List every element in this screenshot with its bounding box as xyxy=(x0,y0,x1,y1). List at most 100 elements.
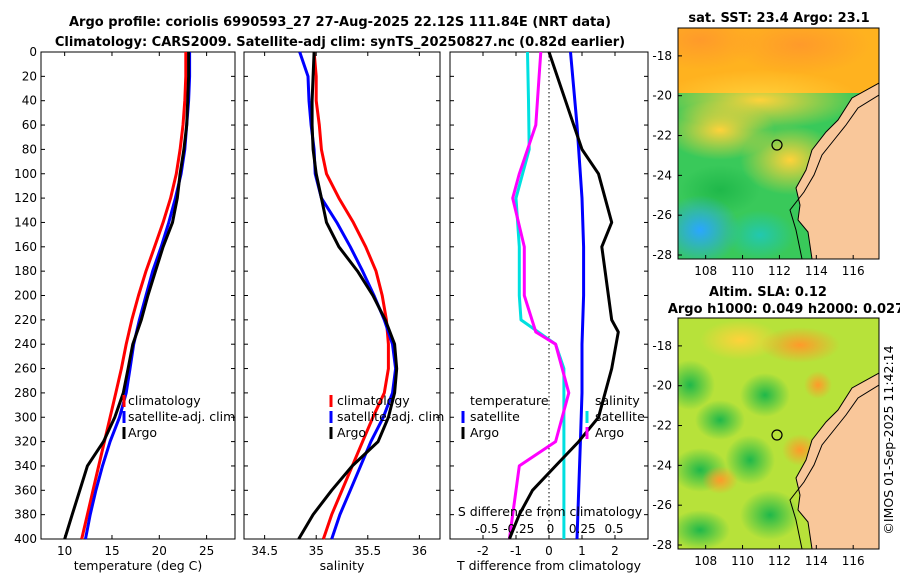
x-tick-label: 2 xyxy=(611,544,619,558)
map-x-tick-label: 116 xyxy=(842,264,865,278)
x-tick-label: 15 xyxy=(104,544,119,558)
map-y-tick-label: -24 xyxy=(652,458,672,472)
difference-ticks: -2 -1 0 1 2 -0.5 -0.25 0 0.25 0.5 xyxy=(450,51,648,558)
salinity-legend: climatology satellite-adj. clim Argo xyxy=(329,393,444,440)
x-tick-label: -1 xyxy=(510,544,522,558)
sst-cool-patch xyxy=(725,210,795,259)
map-y-tick-label: -22 xyxy=(652,419,672,433)
x-tick-label: 0 xyxy=(545,544,553,558)
salinity-panel: 34.5 35 35.5 36 salinity climatology satell… xyxy=(243,51,444,573)
imos-credit: ©IMOS 01-Sep-2025 11:42:14 xyxy=(881,345,896,534)
temperature-ticks: 10 15 20 25 0 20 40 60 80 100 120 140 160 180 200 220 24… xyxy=(14,45,235,558)
legend-satellite-label: satellite-adj. clim xyxy=(337,409,444,424)
salinity-series xyxy=(297,51,399,540)
x-tick-label: 36 xyxy=(412,544,427,558)
salinity-series-climatology xyxy=(312,51,390,540)
map-x-tick-label: 112 xyxy=(768,554,791,568)
salinity-xlabel: salinity xyxy=(320,558,365,573)
top-x-tick-label: 0.5 xyxy=(604,522,623,536)
legend-salinity-title: salinity xyxy=(595,393,640,408)
sla-low-patch xyxy=(725,435,775,485)
legend-t-argo-label: Argo xyxy=(470,425,499,440)
sst-warm-patch xyxy=(730,28,870,75)
sla-argo-location-marker xyxy=(771,429,783,441)
sst-map-panel: sat. SST: 23.4 Argo: 23.1 108 110 112 114 11… xyxy=(652,11,880,278)
y-tick-label: 260 xyxy=(14,362,37,376)
difference-series-salinity-satellite xyxy=(569,51,586,540)
temperature-legend: climatology satellite-adj. clim Argo xyxy=(122,393,235,440)
difference-series-salinity-argo xyxy=(508,51,620,540)
top-x-tick-label: -0.25 xyxy=(503,522,534,536)
y-tick-label: 200 xyxy=(14,289,37,303)
y-tick-label: 40 xyxy=(22,94,37,108)
map-x-tick-label: 110 xyxy=(731,554,754,568)
difference-series xyxy=(507,51,620,540)
sla-low-patch xyxy=(740,373,790,417)
x-tick-label: 10 xyxy=(57,544,72,558)
legend-argo-label: Argo xyxy=(128,425,157,440)
y-tick-label: 240 xyxy=(14,337,37,351)
sst-depth-contour xyxy=(789,94,879,259)
sla-land-mass xyxy=(795,372,879,549)
temperature-series xyxy=(63,52,192,540)
x-tick-label: 20 xyxy=(152,544,167,558)
figure-title-line2: Climatology: CARS2009. Satellite-adj cli… xyxy=(55,35,625,50)
sst-argo-location-marker xyxy=(771,139,783,151)
map-x-tick-label: 116 xyxy=(842,554,865,568)
map-y-tick-label: -26 xyxy=(652,498,672,512)
x-tick-label: -2 xyxy=(477,544,489,558)
salinity-axes-box xyxy=(243,51,441,540)
y-tick-label: 20 xyxy=(22,69,37,83)
sla-low-patch xyxy=(678,360,715,410)
sla-high-patch xyxy=(804,371,832,399)
y-tick-label: 180 xyxy=(14,264,37,278)
legend-argo-label: Argo xyxy=(337,425,366,440)
map-y-tick-label: -28 xyxy=(652,538,672,552)
temperature-xlabel: temperature (deg C) xyxy=(74,558,203,573)
x-tick-label: 34.5 xyxy=(251,544,278,558)
map-x-tick-label: 112 xyxy=(768,264,791,278)
map-x-tick-label: 110 xyxy=(731,264,754,278)
sst-map-frame xyxy=(677,27,880,260)
y-tick-label: 400 xyxy=(14,532,37,546)
map-y-tick-label: -24 xyxy=(652,168,672,182)
legend-satellite-label: satellite-adj. clim xyxy=(128,409,235,424)
sst-cool-patch xyxy=(678,195,740,259)
x-tick-label: 35.5 xyxy=(354,544,381,558)
sla-map-title-line1: Altim. SLA: 0.12 xyxy=(709,285,827,300)
sla-map-ticks: 108 110 112 114 116 -18 -20 -22 -24 -26 -28 xyxy=(652,339,864,568)
sla-depth-contour xyxy=(789,384,879,549)
y-tick-label: 340 xyxy=(14,459,37,473)
map-y-tick-label: -22 xyxy=(652,129,672,143)
figure-title-line1: Argo profile: coriolis 6990593_27 27-Aug… xyxy=(69,15,611,30)
legend-climatology-label: climatology xyxy=(128,393,201,408)
sla-map-panel: Altim. SLA: 0.12 Argo h1000: 0.049 h2000… xyxy=(652,285,900,568)
legend-s-argo-label: Argo xyxy=(595,425,624,440)
top-x-tick-label: -0.5 xyxy=(475,522,498,536)
x-tick-label: 1 xyxy=(578,544,586,558)
sla-map-frame xyxy=(677,317,880,550)
map-y-tick-label: -18 xyxy=(652,49,672,63)
legend-climatology-label: climatology xyxy=(337,393,410,408)
y-tick-label: 160 xyxy=(14,240,37,254)
map-x-tick-label: 114 xyxy=(805,554,828,568)
sla-low-patch xyxy=(740,490,800,540)
y-tick-label: 220 xyxy=(14,313,37,327)
difference-xlabel-top: S difference from climatology xyxy=(458,504,643,519)
sla-low-patch xyxy=(695,400,745,440)
sla-high-patch xyxy=(702,466,738,494)
salinity-ticks: 34.5 35 35.5 36 xyxy=(244,51,440,558)
top-x-tick-label: 0 xyxy=(547,522,555,536)
map-x-tick-label: 108 xyxy=(694,264,717,278)
legend-temperature-title: temperature xyxy=(470,393,549,408)
difference-panel: -2 -1 0 1 2 -0.5 -0.25 0 0.25 0.5 T difference fr… xyxy=(449,51,649,573)
temperature-series-climatology xyxy=(80,52,188,540)
map-y-tick-label: -20 xyxy=(652,379,672,393)
legend-s-satellite-label: satellite xyxy=(595,409,645,424)
sla-field xyxy=(678,318,879,549)
y-tick-label: 120 xyxy=(14,191,37,205)
map-y-tick-label: -28 xyxy=(652,248,672,262)
map-x-tick-label: 114 xyxy=(805,264,828,278)
map-y-tick-label: -18 xyxy=(652,339,672,353)
